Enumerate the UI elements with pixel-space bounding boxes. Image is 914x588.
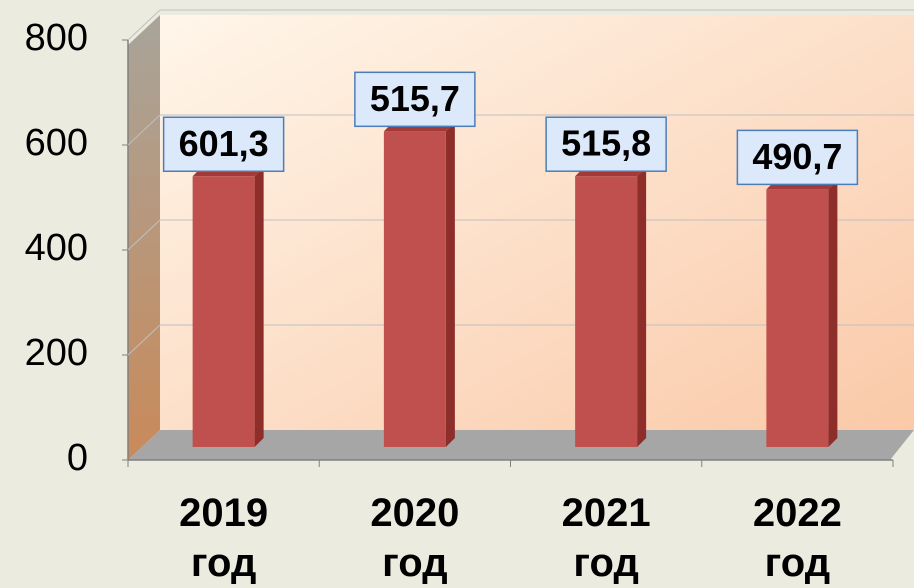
y-tick-label: 400 [25,227,88,269]
side-wall [128,15,160,460]
annotation: 601,3 [179,123,269,164]
x-tick-label: 2021 год [546,488,666,588]
bar [766,189,828,447]
bar-side [255,167,264,447]
x-tick-label: 2022 год [737,488,857,588]
page: 0200400600800601,3515,7515,8490,7 (() =>… [0,0,914,586]
bar [193,176,255,447]
annotation: 515,8 [561,123,651,164]
y-tick-label: 200 [25,332,88,374]
bar-side [446,122,455,447]
bar-side [828,180,837,447]
x-tick-label: 2020 год [355,488,475,588]
annotation: 490,7 [752,136,842,177]
bar [384,131,446,447]
y-tick-label: 800 [25,17,88,59]
y-tick-label: 0 [67,437,88,479]
bar [575,176,637,447]
x-tick-label: 2019 год [164,488,284,588]
bar-side [637,167,646,447]
annotation: 515,7 [370,78,460,119]
y-tick-label: 600 [25,122,88,164]
